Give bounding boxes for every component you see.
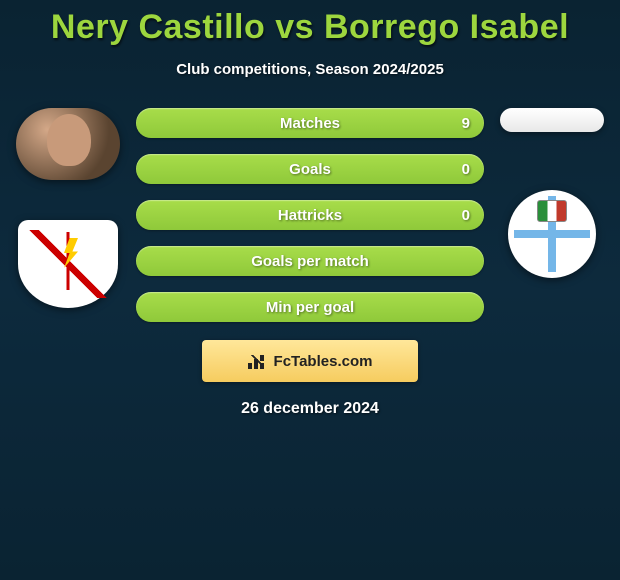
stat-value-right: 0 <box>462 207 470 224</box>
watermark-badge: FcTables.com <box>202 340 418 382</box>
stat-row-goals-per-match: Goals per match <box>136 246 484 276</box>
stat-label: Goals per match <box>251 253 369 270</box>
player2-club-crest <box>508 190 596 278</box>
stat-value-right: 9 <box>462 115 470 132</box>
stat-value-right: 0 <box>462 161 470 178</box>
stat-label: Min per goal <box>266 299 354 316</box>
stat-label: Hattricks <box>278 207 342 224</box>
left-column <box>8 108 128 322</box>
chart-icon <box>248 353 268 369</box>
stat-row-matches: Matches 9 <box>136 108 484 138</box>
player1-avatar <box>16 108 120 180</box>
page-title: Nery Castillo vs Borrego Isabel <box>0 0 620 47</box>
comparison-layout: Matches 9 Goals 0 Hattricks 0 Goals per … <box>0 108 620 322</box>
player1-club-crest <box>18 220 118 308</box>
stat-row-goals: Goals 0 <box>136 154 484 184</box>
stat-label: Matches <box>280 115 340 132</box>
date-label: 26 december 2024 <box>0 400 620 418</box>
right-column <box>492 108 612 322</box>
page-subtitle: Club competitions, Season 2024/2025 <box>0 61 620 78</box>
stat-row-hattricks: Hattricks 0 <box>136 200 484 230</box>
watermark-text: FcTables.com <box>274 353 373 370</box>
stat-row-min-per-goal: Min per goal <box>136 292 484 322</box>
player2-avatar <box>500 108 604 132</box>
stats-column: Matches 9 Goals 0 Hattricks 0 Goals per … <box>128 108 492 322</box>
stat-label: Goals <box>289 161 331 178</box>
